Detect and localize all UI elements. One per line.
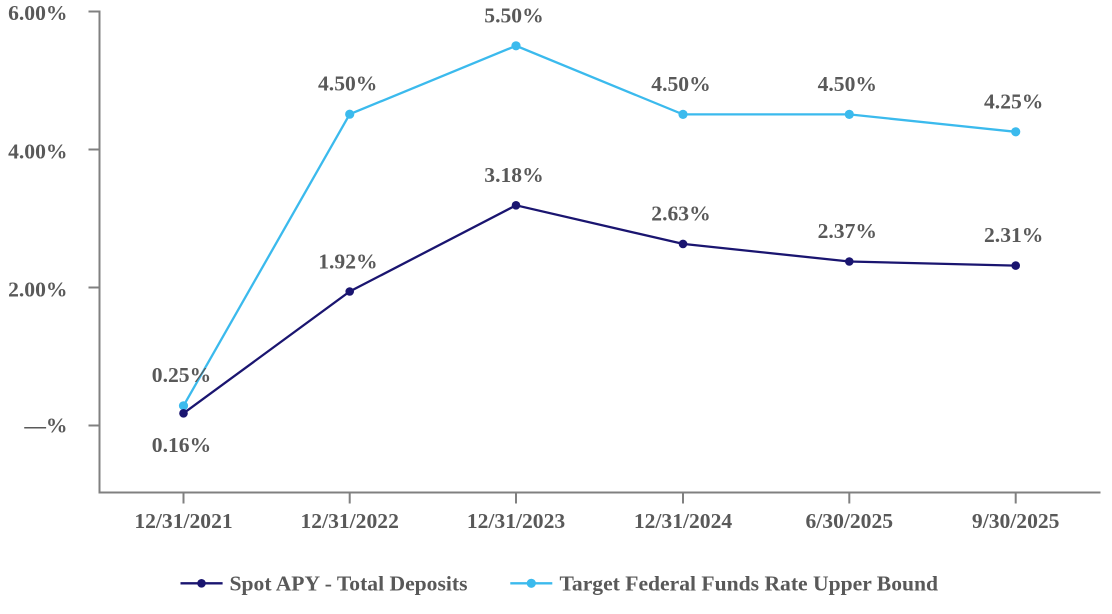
svg-text:4.50%: 4.50% — [651, 72, 710, 96]
svg-text:4.50%: 4.50% — [318, 72, 377, 96]
svg-text:6/30/2025: 6/30/2025 — [806, 509, 894, 533]
svg-text:—%: —% — [23, 414, 67, 438]
svg-text:Spot APY - Total Deposits: Spot APY - Total Deposits — [230, 571, 468, 595]
svg-text:2.37%: 2.37% — [818, 219, 877, 243]
svg-text:12/31/2021: 12/31/2021 — [134, 509, 232, 533]
svg-text:12/31/2023: 12/31/2023 — [467, 509, 566, 533]
svg-text:12/31/2022: 12/31/2022 — [301, 509, 399, 533]
svg-text:Target Federal Funds Rate Uppe: Target Federal Funds Rate Upper Bound — [560, 571, 939, 595]
svg-text:5.50%: 5.50% — [484, 3, 543, 27]
svg-text:2.31%: 2.31% — [984, 223, 1043, 247]
svg-text:1.92%: 1.92% — [318, 250, 377, 274]
svg-text:0.16%: 0.16% — [152, 433, 211, 457]
svg-text:12/31/2024: 12/31/2024 — [634, 509, 733, 533]
svg-text:0.25%: 0.25% — [152, 363, 211, 387]
svg-text:2.63%: 2.63% — [651, 201, 710, 225]
svg-text:4.50%: 4.50% — [818, 72, 877, 96]
svg-text:2.00%: 2.00% — [8, 278, 67, 302]
svg-text:3.18%: 3.18% — [484, 163, 543, 187]
svg-text:9/30/2025: 9/30/2025 — [972, 509, 1060, 533]
svg-text:6.00%: 6.00% — [8, 1, 67, 25]
svg-text:4.25%: 4.25% — [984, 90, 1043, 114]
svg-text:4.00%: 4.00% — [8, 140, 67, 164]
